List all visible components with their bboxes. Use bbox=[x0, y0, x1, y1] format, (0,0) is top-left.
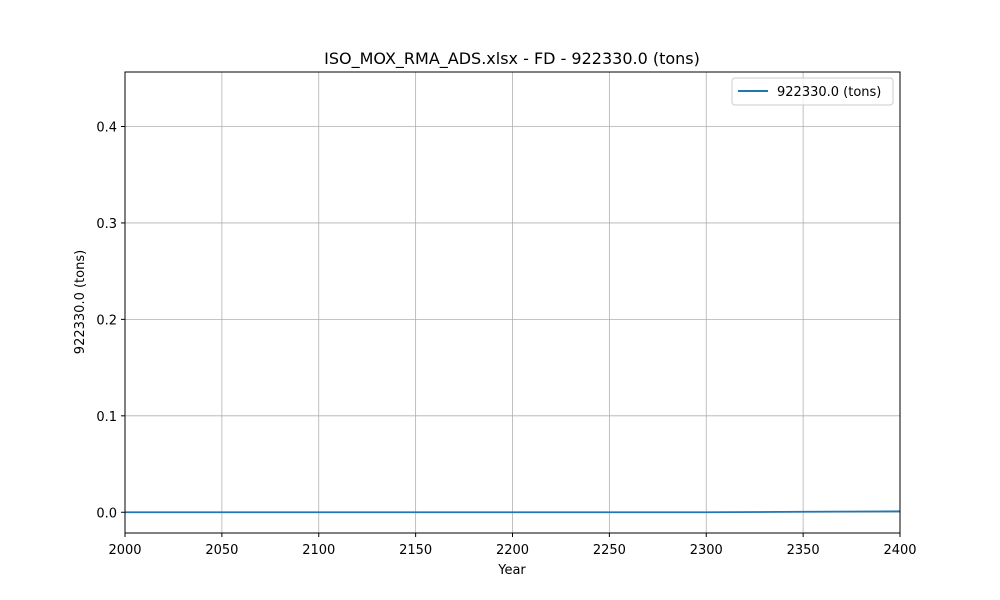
y-tick-label: 0.4 bbox=[96, 120, 117, 135]
x-tick-label: 2400 bbox=[883, 543, 916, 558]
x-tick-label: 2000 bbox=[108, 543, 141, 558]
x-tick-label: 2100 bbox=[302, 543, 335, 558]
x-tick-label: 2300 bbox=[690, 543, 723, 558]
x-tick-label: 2050 bbox=[205, 543, 238, 558]
y-tick-label: 0.2 bbox=[96, 313, 117, 328]
legend-box bbox=[731, 77, 894, 106]
x-axis-label: Year bbox=[497, 563, 526, 578]
y-axis-label: 922330.0 (tons) bbox=[73, 250, 88, 354]
legend: 922330.0 (tons) bbox=[731, 77, 894, 106]
y-tick-label: 0.1 bbox=[96, 410, 117, 425]
x-tick-label: 2200 bbox=[496, 543, 529, 558]
x-tick-label: 2250 bbox=[593, 543, 626, 558]
x-tick-label: 2350 bbox=[787, 543, 820, 558]
chart-title: ISO_MOX_RMA_ADS.xlsx - FD - 922330.0 (to… bbox=[324, 49, 700, 69]
legend-label: 922330.0 (tons) bbox=[777, 85, 881, 100]
series-line bbox=[125, 510, 901, 514]
series-layer bbox=[125, 510, 901, 514]
x-tick-label: 2150 bbox=[399, 543, 432, 558]
y-axis-ticks: 0.0 0.1 0.2 0.3 0.4 bbox=[96, 120, 125, 521]
y-tick-label: 0.0 bbox=[96, 506, 117, 521]
x-axis-ticks: 2000 2050 2100 2150 2200 2250 2300 2350 2400 bbox=[108, 533, 917, 558]
y-tick-label: 0.3 bbox=[96, 217, 117, 232]
